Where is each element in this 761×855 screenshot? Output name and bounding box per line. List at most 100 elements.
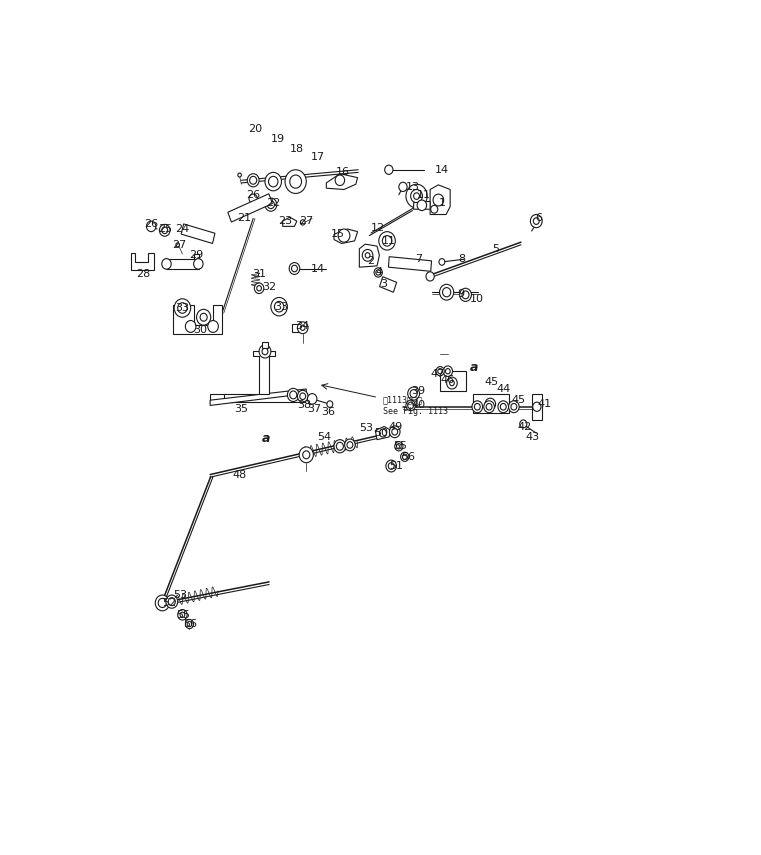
Circle shape xyxy=(146,221,156,232)
Text: 33: 33 xyxy=(274,302,288,312)
Text: 33: 33 xyxy=(176,303,189,313)
Circle shape xyxy=(374,268,382,277)
Circle shape xyxy=(417,200,427,210)
Circle shape xyxy=(247,174,259,187)
Circle shape xyxy=(166,595,178,608)
Circle shape xyxy=(485,398,495,410)
Circle shape xyxy=(238,173,241,177)
Text: 54: 54 xyxy=(317,432,331,442)
Circle shape xyxy=(385,165,393,174)
Polygon shape xyxy=(181,224,215,244)
Circle shape xyxy=(178,610,187,620)
Text: 45: 45 xyxy=(511,395,526,405)
Polygon shape xyxy=(253,351,275,393)
Circle shape xyxy=(511,404,517,410)
Text: 55: 55 xyxy=(393,441,408,451)
Text: 32: 32 xyxy=(262,282,276,292)
Circle shape xyxy=(301,220,305,225)
Text: 21: 21 xyxy=(237,213,251,223)
Circle shape xyxy=(362,250,373,262)
Circle shape xyxy=(414,192,419,199)
Circle shape xyxy=(392,428,398,435)
Circle shape xyxy=(395,442,403,451)
Circle shape xyxy=(436,367,444,376)
Circle shape xyxy=(285,170,306,193)
Polygon shape xyxy=(375,427,391,439)
Text: 第1113図参照
See Fig. 1113: 第1113図参照 See Fig. 1113 xyxy=(383,395,448,416)
Text: 11: 11 xyxy=(417,190,431,200)
Text: 27: 27 xyxy=(299,216,314,226)
Circle shape xyxy=(462,291,469,298)
Circle shape xyxy=(408,402,414,409)
Circle shape xyxy=(426,272,435,281)
Circle shape xyxy=(259,345,271,358)
Bar xyxy=(262,342,268,347)
Text: 13: 13 xyxy=(406,182,419,192)
Circle shape xyxy=(433,194,444,206)
Text: 10: 10 xyxy=(470,294,484,304)
Circle shape xyxy=(307,393,317,404)
Text: 14: 14 xyxy=(311,263,325,274)
Text: 49: 49 xyxy=(389,422,403,432)
Circle shape xyxy=(439,258,445,265)
Text: 9: 9 xyxy=(457,288,464,298)
Circle shape xyxy=(334,439,345,453)
Text: 18: 18 xyxy=(290,144,304,154)
Text: 51: 51 xyxy=(389,461,403,471)
Circle shape xyxy=(396,444,401,449)
Text: 41: 41 xyxy=(537,399,552,410)
Text: 12: 12 xyxy=(371,222,385,233)
Text: 26: 26 xyxy=(246,190,260,200)
Polygon shape xyxy=(473,393,509,413)
Text: 26: 26 xyxy=(144,220,158,229)
Circle shape xyxy=(390,426,400,438)
Circle shape xyxy=(155,595,170,610)
Circle shape xyxy=(298,390,308,402)
Circle shape xyxy=(254,283,264,293)
Text: 38: 38 xyxy=(298,400,311,410)
Text: 8: 8 xyxy=(458,254,466,264)
Circle shape xyxy=(327,401,333,408)
Polygon shape xyxy=(334,229,358,244)
Circle shape xyxy=(267,201,275,209)
Text: 17: 17 xyxy=(311,151,325,162)
Circle shape xyxy=(168,598,175,605)
Circle shape xyxy=(186,619,193,628)
Polygon shape xyxy=(388,256,431,271)
Circle shape xyxy=(345,439,355,451)
Text: 25: 25 xyxy=(158,224,172,234)
Text: a: a xyxy=(470,361,478,374)
Text: 5: 5 xyxy=(492,244,500,254)
Text: 39: 39 xyxy=(411,386,425,396)
Circle shape xyxy=(508,401,519,413)
Text: a: a xyxy=(262,432,270,445)
Text: 4: 4 xyxy=(376,268,383,278)
Circle shape xyxy=(399,182,407,192)
Circle shape xyxy=(380,429,387,437)
Circle shape xyxy=(298,321,308,333)
Circle shape xyxy=(447,377,457,389)
Circle shape xyxy=(520,420,527,428)
Text: 42: 42 xyxy=(517,422,532,432)
Circle shape xyxy=(438,369,442,374)
Circle shape xyxy=(269,176,278,187)
Bar xyxy=(194,254,199,259)
Text: 53: 53 xyxy=(174,590,188,600)
Text: 56: 56 xyxy=(183,619,198,629)
Circle shape xyxy=(208,321,218,333)
Polygon shape xyxy=(326,174,358,190)
Circle shape xyxy=(406,184,427,208)
Text: 31: 31 xyxy=(252,268,266,279)
Polygon shape xyxy=(440,371,466,391)
Circle shape xyxy=(290,391,297,398)
Circle shape xyxy=(406,400,416,410)
Polygon shape xyxy=(228,194,272,222)
Circle shape xyxy=(498,401,508,413)
Circle shape xyxy=(288,388,299,402)
Circle shape xyxy=(174,298,191,317)
Circle shape xyxy=(291,265,298,272)
Text: 1: 1 xyxy=(438,198,445,208)
Text: 29: 29 xyxy=(189,251,204,260)
Circle shape xyxy=(275,302,284,312)
Text: 23: 23 xyxy=(278,216,292,226)
